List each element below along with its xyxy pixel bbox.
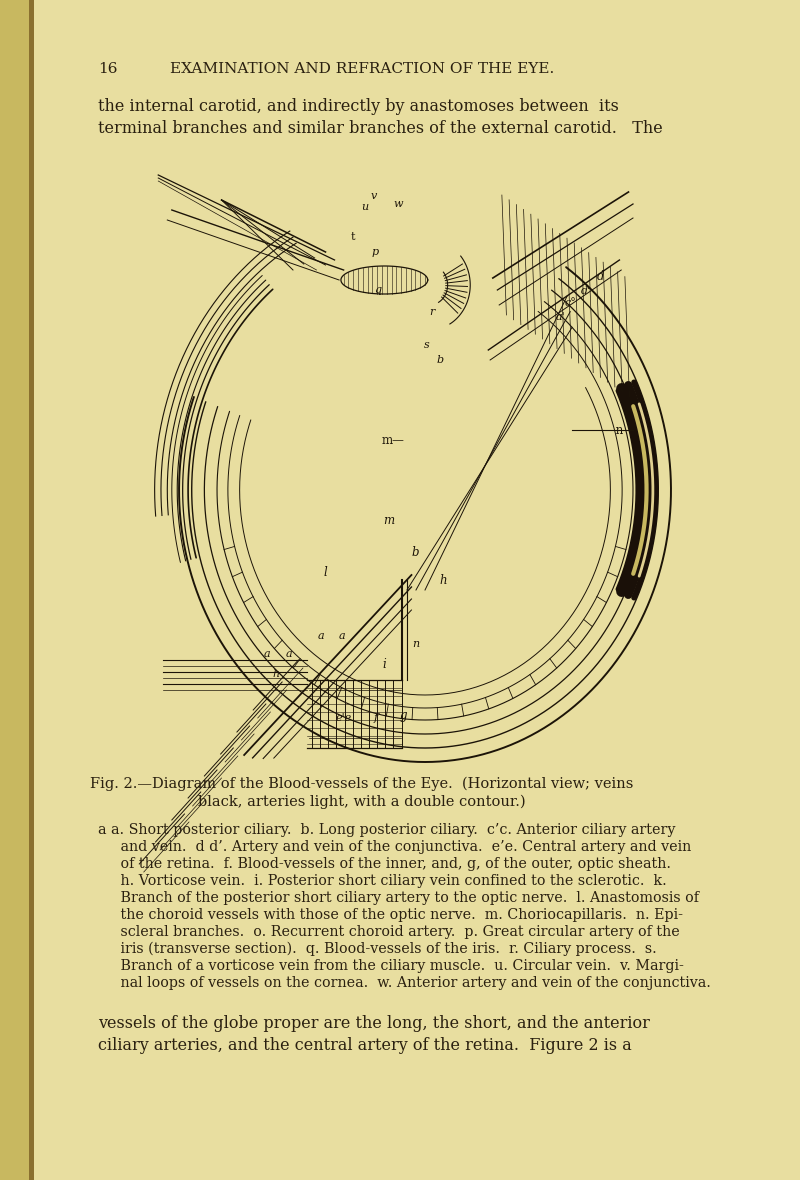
Text: u: u [361,202,368,212]
Text: d: d [597,270,604,283]
Text: e'e: e'e [335,713,352,723]
Text: r: r [430,307,435,317]
Text: Branch of a vorticose vein from the ciliary muscle.  u. Circular vein.  v. Margi: Branch of a vorticose vein from the cili… [98,959,683,973]
Text: terminal branches and similar branches of the external carotid.   The: terminal branches and similar branches o… [98,120,662,137]
Text: nal loops of vessels on the cornea.  w. Anterior artery and vein of the conjunct: nal loops of vessels on the cornea. w. A… [98,976,710,990]
Text: b: b [437,355,444,365]
Text: black, arteries light, with a double contour.): black, arteries light, with a double con… [198,795,526,809]
Text: a': a' [556,312,566,322]
Text: v: v [370,191,377,201]
Text: p: p [372,247,379,257]
Text: a: a [338,631,345,641]
Text: h. Vorticose vein.  i. Posterior short ciliary vein confined to the sclerotic.  : h. Vorticose vein. i. Posterior short ci… [98,874,666,889]
Text: 16: 16 [98,63,117,76]
Text: a: a [286,649,293,658]
Text: b: b [411,546,419,559]
Text: a: a [263,649,270,658]
Text: iris (transverse section).  q. Blood-vessels of the iris.  r. Ciliary process.  : iris (transverse section). q. Blood-vess… [98,942,657,957]
Text: c°: c° [565,299,577,308]
Text: q: q [374,286,382,295]
Text: h: h [439,573,447,586]
Text: n: n [413,640,419,649]
Text: of the retina.  f. Blood-vessels of the inner, and, g, of the outer, optic sheat: of the retina. f. Blood-vessels of the i… [98,857,670,871]
Text: m—: m— [382,433,404,446]
Text: ciliary arteries, and the central artery of the retina.  Figure 2 is a: ciliary arteries, and the central artery… [98,1037,631,1054]
Text: and vein.  d d’. Artery and vein of the conjunctiva.  e’e. Central artery and ve: and vein. d d’. Artery and vein of the c… [98,840,691,854]
Text: w: w [393,199,402,209]
Text: vessels of the globe proper are the long, the short, and the anterior: vessels of the globe proper are the long… [98,1015,650,1032]
Text: a: a [318,631,324,641]
Text: d': d' [581,286,591,296]
Text: scleral branches.  o. Recurrent choroid artery.  p. Great circular artery of the: scleral branches. o. Recurrent choroid a… [98,925,679,939]
Text: i: i [382,658,386,671]
Text: h: h [272,669,279,678]
Text: Fig. 2.—Diagram of the Blood-vessels of the Eye.  (Horizontal view; veins: Fig. 2.—Diagram of the Blood-vessels of … [90,776,634,792]
Text: m: m [383,513,394,526]
Text: t: t [350,232,355,242]
Text: —n: —n [604,424,623,437]
Bar [0,0,29,1180]
Bar [29,0,34,1180]
Text: the internal carotid, and indirectly by anastomoses between  its: the internal carotid, and indirectly by … [98,98,618,114]
Text: EXAMINATION AND REFRACTION OF THE EYE.: EXAMINATION AND REFRACTION OF THE EYE. [170,63,554,76]
Text: f: f [374,713,378,723]
Text: Branch of the posterior short ciliary artery to the optic nerve.  l. Anastomosis: Branch of the posterior short ciliary ar… [98,891,698,905]
Text: a a. Short posterior ciliary.  b. Long posterior ciliary.  c’c. Anterior ciliary: a a. Short posterior ciliary. b. Long po… [98,822,675,837]
Text: l: l [324,566,327,579]
Text: s: s [424,340,430,350]
Text: the choroid vessels with those of the optic nerve.  m. Choriocapillaris.  n. Epi: the choroid vessels with those of the op… [98,907,682,922]
Text: g: g [400,709,407,722]
